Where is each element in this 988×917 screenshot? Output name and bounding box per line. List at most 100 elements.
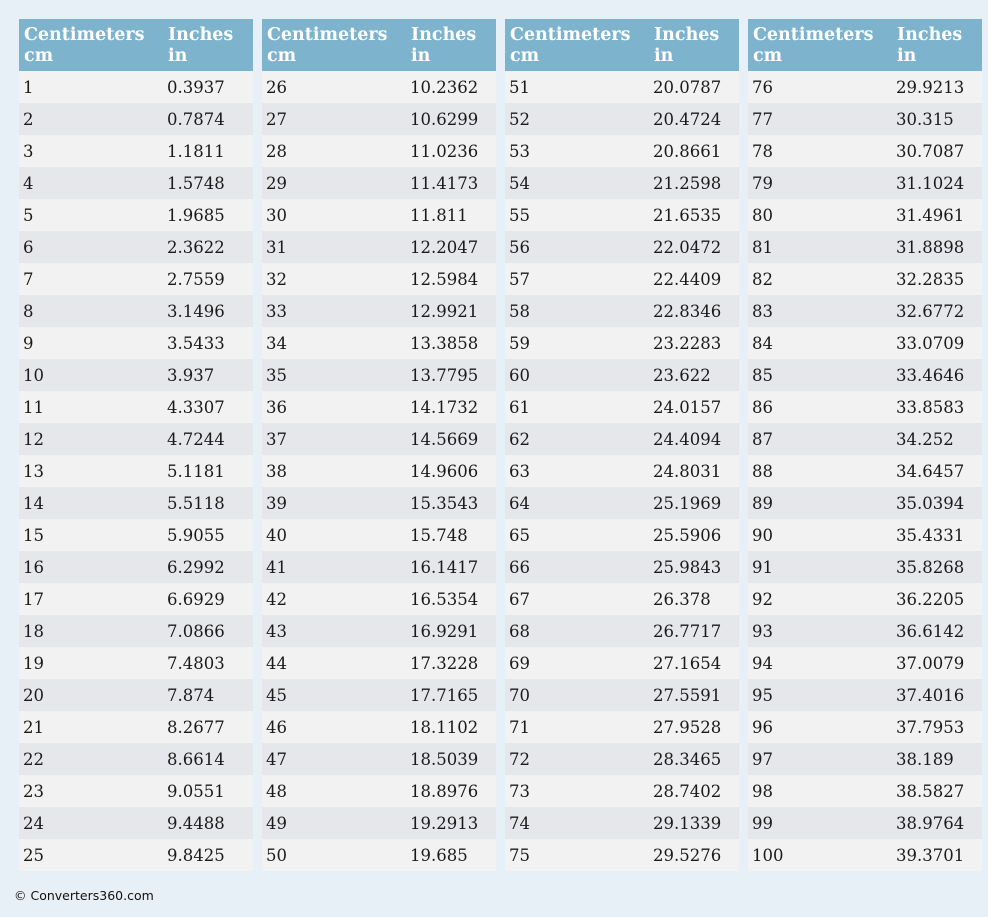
centimeters-cell: 28: [262, 135, 406, 167]
inches-cell: 0.7874: [163, 103, 253, 135]
table-row: 62 24.4094: [505, 423, 739, 455]
table-header-row: Centimeters cm Inches in: [262, 19, 496, 71]
table-row: 77 30.315: [748, 103, 982, 135]
table-row: 93 36.6142: [748, 615, 982, 647]
centimeters-cell: 99: [748, 807, 892, 839]
inches-cell: 27.9528: [649, 711, 739, 743]
centimeters-cell: 70: [505, 679, 649, 711]
table-row: 97 38.189: [748, 743, 982, 775]
copyright-notice: © Converters360.com: [14, 888, 154, 903]
table-row: 80 31.4961: [748, 199, 982, 231]
centimeters-cell: 62: [505, 423, 649, 455]
centimeters-header-unit: cm: [510, 46, 540, 66]
centimeters-cell: 83: [748, 295, 892, 327]
inches-cell: 26.7717: [649, 615, 739, 647]
table-row: 42 16.5354: [262, 583, 496, 615]
centimeters-cell: 81: [748, 231, 892, 263]
centimeters-header: Centimeters cm: [19, 19, 163, 71]
table-row: 44 17.3228: [262, 647, 496, 679]
centimeters-cell: 19: [19, 647, 163, 679]
table-row: 79 31.1024: [748, 167, 982, 199]
table-row: 66 25.9843: [505, 551, 739, 583]
table-row: 8 3.1496: [19, 295, 253, 327]
table-row: 4 1.5748: [19, 167, 253, 199]
table-row: 86 33.8583: [748, 391, 982, 423]
inches-header: Inches in: [406, 19, 496, 71]
inches-cell: 37.0079: [892, 647, 982, 679]
centimeters-cell: 65: [505, 519, 649, 551]
centimeters-cell: 59: [505, 327, 649, 359]
table-row: 55 21.6535: [505, 199, 739, 231]
table-row: 38 14.9606: [262, 455, 496, 487]
inches-cell: 35.8268: [892, 551, 982, 583]
centimeters-cell: 3: [19, 135, 163, 167]
table-row: 25 9.8425: [19, 839, 253, 871]
inches-cell: 10.2362: [406, 71, 496, 103]
inches-cell: 33.4646: [892, 359, 982, 391]
table-row: 78 30.7087: [748, 135, 982, 167]
centimeters-cell: 87: [748, 423, 892, 455]
centimeters-cell: 60: [505, 359, 649, 391]
table-row: 94 37.0079: [748, 647, 982, 679]
centimeters-cell: 31: [262, 231, 406, 263]
table-row: 60 23.622: [505, 359, 739, 391]
table-row: 10 3.937: [19, 359, 253, 391]
table-row: 24 9.4488: [19, 807, 253, 839]
table-row: 52 20.4724: [505, 103, 739, 135]
table-row: 9 3.5433: [19, 327, 253, 359]
centimeters-cell: 52: [505, 103, 649, 135]
centimeters-header-title: Centimeters: [753, 25, 874, 45]
centimeters-cell: 39: [262, 487, 406, 519]
centimeters-cell: 74: [505, 807, 649, 839]
table-row: 5 1.9685: [19, 199, 253, 231]
inches-cell: 27.1654: [649, 647, 739, 679]
centimeters-cell: 10: [19, 359, 163, 391]
table-row: 13 5.1181: [19, 455, 253, 487]
inches-cell: 6.6929: [163, 583, 253, 615]
centimeters-cell: 61: [505, 391, 649, 423]
inches-cell: 12.5984: [406, 263, 496, 295]
inches-cell: 30.315: [892, 103, 982, 135]
centimeters-cell: 18: [19, 615, 163, 647]
inches-cell: 21.2598: [649, 167, 739, 199]
table-row: 11 4.3307: [19, 391, 253, 423]
table-row: 99 38.9764: [748, 807, 982, 839]
table-row: 17 6.6929: [19, 583, 253, 615]
inches-cell: 16.9291: [406, 615, 496, 647]
centimeters-cell: 66: [505, 551, 649, 583]
centimeters-cell: 33: [262, 295, 406, 327]
inches-header-title: Inches: [411, 25, 477, 45]
centimeters-cell: 85: [748, 359, 892, 391]
table-row: 33 12.9921: [262, 295, 496, 327]
inches-cell: 9.0551: [163, 775, 253, 807]
centimeters-cell: 58: [505, 295, 649, 327]
centimeters-cell: 100: [748, 839, 892, 871]
centimeters-cell: 71: [505, 711, 649, 743]
centimeters-cell: 32: [262, 263, 406, 295]
table-header-row: Centimeters cm Inches in: [748, 19, 982, 71]
table-row: 14 5.5118: [19, 487, 253, 519]
centimeters-cell: 12: [19, 423, 163, 455]
table-row: 28 11.0236: [262, 135, 496, 167]
table-row: 57 22.4409: [505, 263, 739, 295]
inches-cell: 31.1024: [892, 167, 982, 199]
centimeters-cell: 67: [505, 583, 649, 615]
inches-cell: 14.5669: [406, 423, 496, 455]
inches-cell: 38.9764: [892, 807, 982, 839]
inches-cell: 19.685: [406, 839, 496, 871]
table-row: 67 26.378: [505, 583, 739, 615]
inches-cell: 30.7087: [892, 135, 982, 167]
inches-cell: 20.4724: [649, 103, 739, 135]
inches-cell: 25.1969: [649, 487, 739, 519]
centimeters-cell: 49: [262, 807, 406, 839]
centimeters-cell: 73: [505, 775, 649, 807]
table-row: 73 28.7402: [505, 775, 739, 807]
conversion-table-4: Centimeters cm Inches in 76 29.9213 77 30.315…: [748, 19, 982, 871]
inches-cell: 33.0709: [892, 327, 982, 359]
centimeters-header-title: Centimeters: [24, 25, 145, 45]
inches-cell: 9.4488: [163, 807, 253, 839]
inches-cell: 8.2677: [163, 711, 253, 743]
centimeters-cell: 84: [748, 327, 892, 359]
table-row: 18 7.0866: [19, 615, 253, 647]
centimeters-cell: 47: [262, 743, 406, 775]
